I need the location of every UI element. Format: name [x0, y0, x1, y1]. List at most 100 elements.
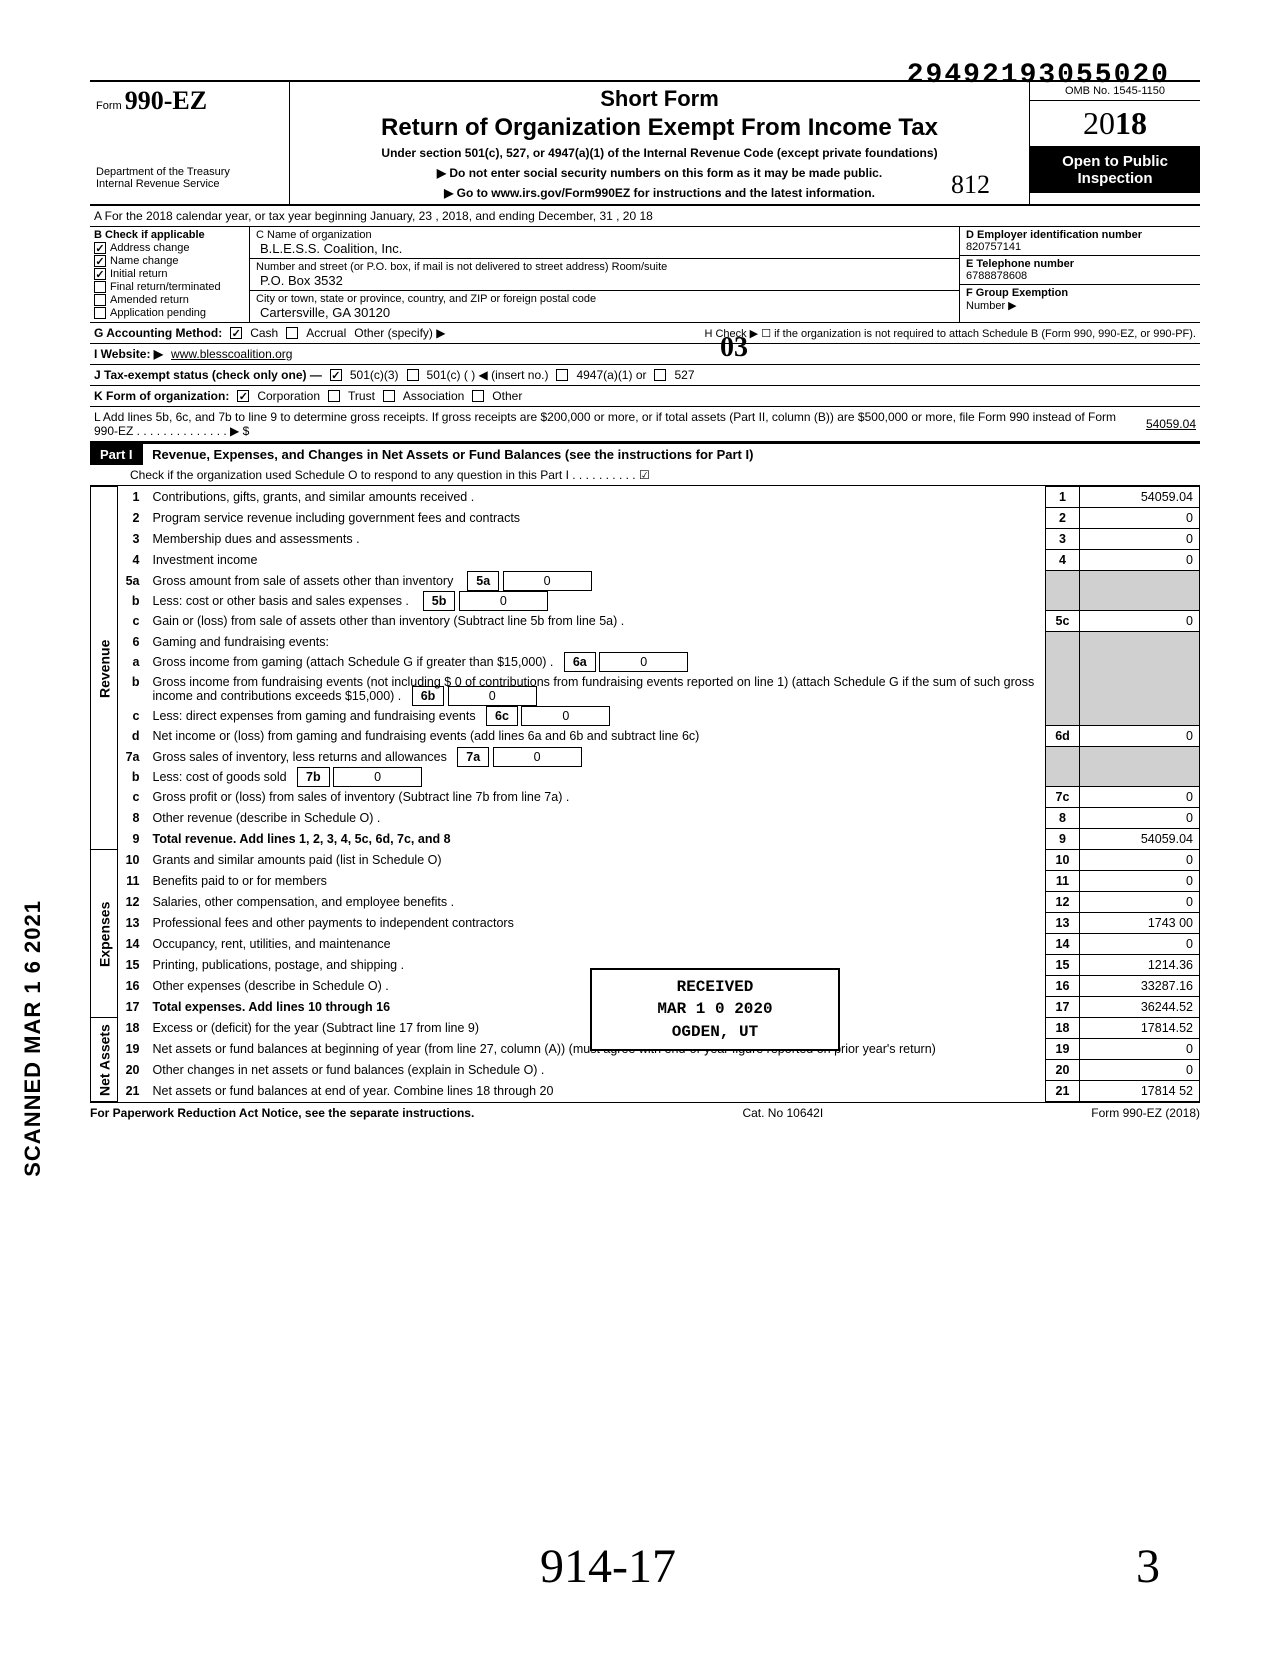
- ln-11-desc: Benefits paid to or for members: [148, 871, 1046, 892]
- ln-1-desc: Contributions, gifts, grants, and simila…: [148, 487, 1046, 508]
- ln-7a-desc: Gross sales of inventory, less returns a…: [153, 750, 447, 764]
- chk-name[interactable]: ✓: [94, 255, 106, 267]
- ln-7b-desc: Less: cost of goods sold: [153, 770, 287, 784]
- year-suffix: 18: [1115, 105, 1147, 141]
- ln-7c-val: 0: [1080, 787, 1200, 808]
- ln-13-desc: Professional fees and other payments to …: [148, 913, 1046, 934]
- d-ein-row: D Employer identification number 8207571…: [960, 227, 1200, 256]
- ln-3-val: 0: [1080, 529, 1200, 550]
- chk-527[interactable]: [654, 369, 666, 381]
- signature-1: 914-17: [540, 1539, 676, 1594]
- lbl-other-method: Other (specify) ▶: [354, 326, 445, 340]
- row-l: L Add lines 5b, 6c, and 7b to line 9 to …: [90, 407, 1200, 443]
- form-id-box: Form 990-EZ Department of the Treasury I…: [90, 82, 290, 204]
- ln-9-desc: Total revenue. Add lines 1, 2, 3, 4, 5c,…: [148, 829, 1046, 850]
- ln-1-val: 54059.04: [1080, 487, 1200, 508]
- ln-4-val: 0: [1080, 550, 1200, 571]
- part1-header: Part I Revenue, Expenses, and Changes in…: [90, 443, 1200, 486]
- ln-20-val: 0: [1080, 1060, 1200, 1081]
- ln-4-desc: Investment income: [148, 550, 1046, 571]
- chk-accrual[interactable]: [286, 327, 298, 339]
- lbl-501c3: 501(c)(3): [350, 368, 399, 382]
- row-g-accounting: G Accounting Method: ✓ Cash Accrual Other…: [90, 323, 1200, 344]
- l-label: L Add lines 5b, 6c, and 7b to line 9 to …: [94, 410, 1138, 438]
- c-addr-row: Number and street (or P.O. box, if mail …: [250, 259, 959, 291]
- right-header-box: OMB No. 1545-1150 2018 Open to Public In…: [1030, 82, 1200, 204]
- dept-treasury: Department of the Treasury: [96, 166, 283, 178]
- g-label: G Accounting Method:: [94, 326, 222, 340]
- ln-14-desc: Occupancy, rent, utilities, and maintena…: [148, 934, 1046, 955]
- chk-4947[interactable]: [556, 369, 568, 381]
- received-stamp: RECEIVED MAR 1 0 2020 OGDEN, UT: [590, 968, 840, 1051]
- h-label: H Check ▶ ☐ if the organization is not r…: [704, 327, 1196, 340]
- city-label: City or town, state or province, country…: [256, 293, 953, 305]
- chk-corp[interactable]: ✓: [237, 390, 249, 402]
- part1-title: Revenue, Expenses, and Changes in Net As…: [146, 444, 759, 465]
- side-net-assets: Net Assets: [91, 1018, 118, 1102]
- chk-501c[interactable]: [407, 369, 419, 381]
- e-phone-row: E Telephone number 6788878608: [960, 256, 1200, 285]
- org-address: P.O. Box 3532: [256, 273, 953, 288]
- chk-final[interactable]: [94, 281, 106, 293]
- ln-10-val: 0: [1080, 850, 1200, 871]
- lbl-name: Name change: [110, 255, 179, 267]
- ln-5b-desc: Less: cost or other basis and sales expe…: [153, 594, 409, 608]
- open-public-1: Open to Public: [1034, 153, 1196, 170]
- footer-form: Form 990-EZ (2018): [1091, 1106, 1200, 1120]
- ln-12-desc: Salaries, other compensation, and employ…: [148, 892, 1046, 913]
- phone-value: 6788878608: [966, 270, 1194, 282]
- c-city-row: City or town, state or province, country…: [250, 291, 959, 322]
- chk-pending[interactable]: [94, 307, 106, 319]
- ln-21-val: 17814 52: [1080, 1081, 1200, 1102]
- ln-6d-val: 0: [1080, 726, 1200, 747]
- c-label: C Name of organization: [256, 229, 953, 241]
- chk-assoc[interactable]: [383, 390, 395, 402]
- ln-11-val: 0: [1080, 871, 1200, 892]
- irs-label: Internal Revenue Service: [96, 178, 283, 190]
- footer: For Paperwork Reduction Act Notice, see …: [90, 1102, 1200, 1120]
- lbl-cash: Cash: [250, 326, 278, 340]
- ln-2-desc: Program service revenue including govern…: [148, 508, 1046, 529]
- footer-cat: Cat. No 10642I: [742, 1106, 823, 1120]
- part1-label: Part I: [90, 444, 143, 465]
- ln-5c-val: 0: [1080, 611, 1200, 632]
- j-label: J Tax-exempt status (check only one) —: [94, 368, 322, 382]
- chk-cash[interactable]: ✓: [230, 327, 242, 339]
- lbl-pending: Application pending: [110, 307, 206, 319]
- chk-trust[interactable]: [328, 390, 340, 402]
- side-revenue: Revenue: [91, 487, 118, 850]
- ein-value: 820757141: [966, 241, 1194, 253]
- stamp-city: OGDEN, UT: [606, 1021, 824, 1043]
- chk-initial[interactable]: ✓: [94, 268, 106, 280]
- ln-7b-mv: 0: [333, 767, 422, 787]
- ln-5a-mv: 0: [503, 571, 592, 591]
- ln-6c-desc: Less: direct expenses from gaming and fu…: [153, 709, 476, 723]
- year-prefix: 20: [1083, 105, 1115, 141]
- ln-9-val: 54059.04: [1080, 829, 1200, 850]
- e-label: E Telephone number: [966, 258, 1194, 270]
- col-c-org: C Name of organization B.L.E.S.S. Coalit…: [250, 227, 960, 322]
- ln-16-val: 33287.16: [1080, 976, 1200, 997]
- chk-address[interactable]: ✓: [94, 242, 106, 254]
- ln-15-val: 1214.36: [1080, 955, 1200, 976]
- ln-7c-desc: Gross profit or (loss) from sales of inv…: [148, 787, 1046, 808]
- lbl-accrual: Accrual: [306, 326, 346, 340]
- ln-6c-mv: 0: [521, 706, 610, 726]
- side-expenses: Expenses: [91, 850, 118, 1018]
- ln-14-val: 0: [1080, 934, 1200, 955]
- scanned-stamp: SCANNED MAR 1 6 2021: [20, 900, 46, 1177]
- ln-5b-mv: 0: [459, 591, 548, 611]
- chk-amended[interactable]: [94, 294, 106, 306]
- i-label: I Website: ▶: [94, 347, 163, 361]
- chk-501c3[interactable]: ✓: [330, 369, 342, 381]
- ln-8-val: 0: [1080, 808, 1200, 829]
- lbl-address: Address change: [110, 242, 190, 254]
- ln-6d-desc: Net income or (loss) from gaming and fun…: [148, 726, 1046, 747]
- form-prefix: Form: [96, 100, 122, 112]
- ln-3-desc: Membership dues and assessments .: [148, 529, 1046, 550]
- chk-other-org[interactable]: [472, 390, 484, 402]
- lbl-527: 527: [674, 368, 694, 382]
- ln-6b-desc: Gross income from fundraising events (no…: [153, 675, 1035, 703]
- ln-5c-desc: Gain or (loss) from sale of assets other…: [148, 611, 1046, 632]
- lbl-corp: Corporation: [257, 389, 320, 403]
